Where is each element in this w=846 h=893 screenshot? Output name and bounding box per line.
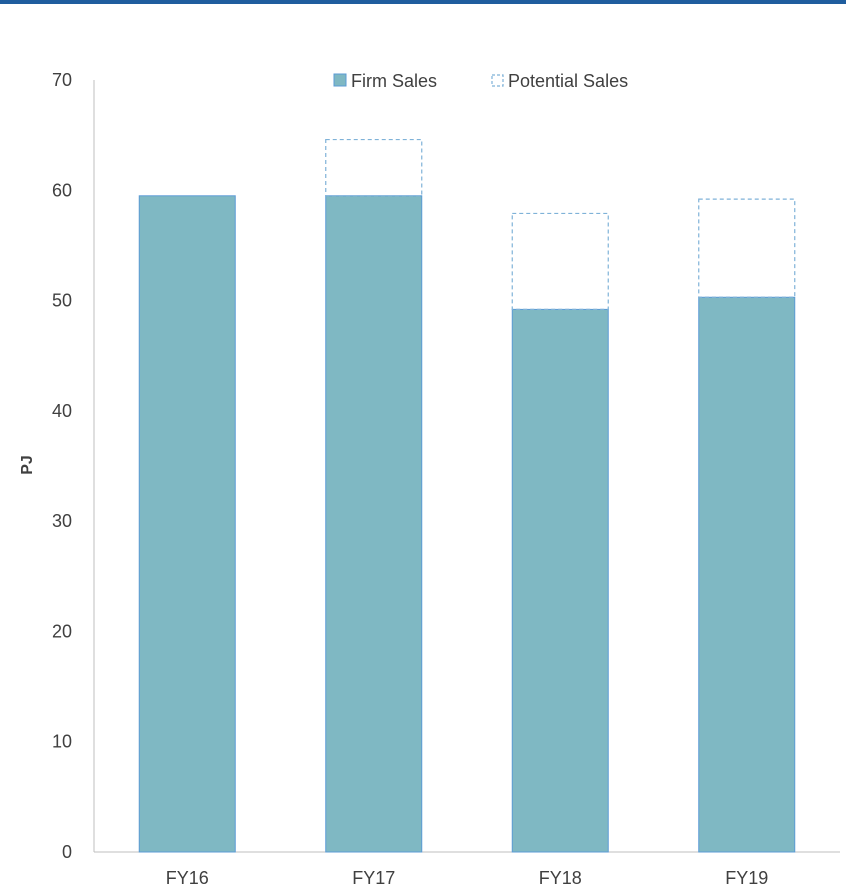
x-tick-label: FY18 [539,868,582,888]
bar-firm-sales [325,195,423,853]
bar-firm-sales [138,195,236,853]
y-tick-label: 50 [52,291,72,311]
bar-firm-sales [698,296,796,853]
bar-potential-sales [511,212,609,310]
y-tick-label: 60 [52,180,72,200]
legend-label-potential-sales: Potential Sales [508,71,628,91]
y-tick-label: 20 [52,621,72,641]
x-tick-label: FY19 [725,868,768,888]
bar-potential-sales [325,138,423,197]
y-tick-labels: 0 10 20 30 40 50 60 70 [52,70,72,862]
y-tick-label: 70 [52,70,72,90]
y-tick-label: 40 [52,401,72,421]
legend-swatch-potential-sales [491,74,504,87]
bar-potential-sales [698,198,796,298]
y-axis-title: PJ [19,455,36,475]
bar-firm-sales [511,308,609,853]
y-tick-label: 30 [52,511,72,531]
y-tick-label: 0 [62,842,72,862]
header-rule [0,0,846,4]
bars [138,138,796,853]
legend: Firm Sales Potential Sales [333,71,628,91]
x-tick-label: FY16 [166,868,209,888]
legend-swatch-firm-sales [333,73,347,87]
legend-label-firm-sales: Firm Sales [351,71,437,91]
x-tick-label: FY17 [352,868,395,888]
y-tick-label: 10 [52,732,72,752]
x-tick-labels: FY16 FY17 FY18 FY19 [166,868,769,888]
y-axis: 0 10 20 30 40 50 60 70 PJ [19,70,95,862]
